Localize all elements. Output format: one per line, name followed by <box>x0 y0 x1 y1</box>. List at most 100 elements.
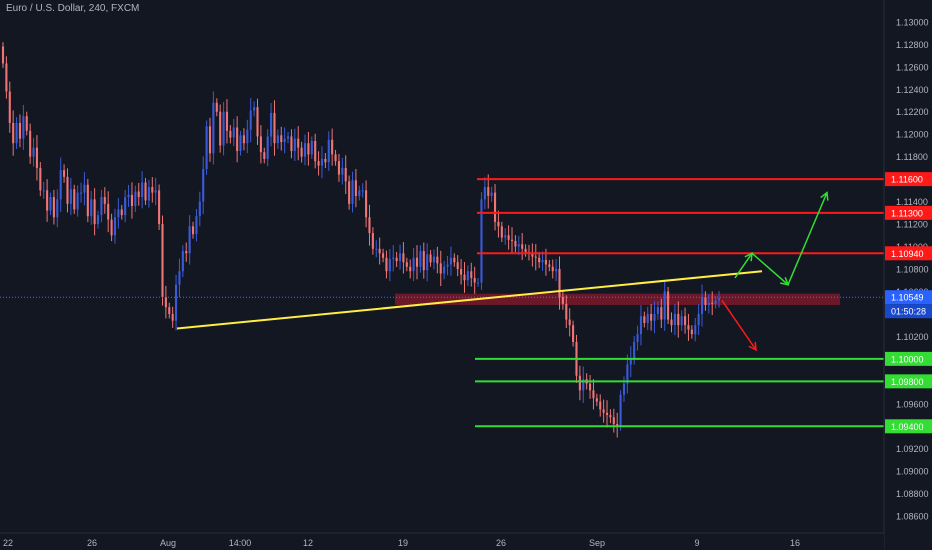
candle[interactable] <box>354 169 357 208</box>
candle[interactable] <box>490 186 493 202</box>
candle[interactable] <box>185 242 188 262</box>
candle[interactable] <box>22 104 25 150</box>
candle[interactable] <box>15 117 18 150</box>
candle[interactable] <box>107 191 110 233</box>
candle[interactable] <box>127 184 130 207</box>
candle[interactable] <box>46 179 49 222</box>
candle[interactable] <box>130 182 133 219</box>
candle[interactable] <box>443 260 446 280</box>
candle[interactable] <box>538 251 541 269</box>
candle[interactable] <box>266 129 269 167</box>
candle[interactable] <box>327 131 330 171</box>
candle[interactable] <box>449 246 452 276</box>
candle[interactable] <box>293 128 296 161</box>
candle[interactable] <box>636 325 639 351</box>
candle[interactable] <box>351 171 354 213</box>
candle[interactable] <box>256 98 259 145</box>
candle[interactable] <box>229 124 232 144</box>
candle[interactable] <box>225 99 229 144</box>
candle[interactable] <box>358 185 361 201</box>
candle[interactable] <box>463 262 466 293</box>
candle[interactable] <box>595 393 598 407</box>
candle[interactable] <box>717 291 721 308</box>
candle[interactable] <box>12 110 15 156</box>
candle[interactable] <box>63 164 66 183</box>
candle[interactable] <box>79 182 83 203</box>
candle[interactable] <box>524 244 527 257</box>
candle[interactable] <box>215 98 218 117</box>
candle[interactable] <box>286 131 290 144</box>
candle[interactable] <box>365 180 368 228</box>
candle[interactable] <box>29 123 32 164</box>
candle[interactable] <box>222 101 225 156</box>
candle[interactable] <box>605 400 609 428</box>
candle[interactable] <box>59 157 62 212</box>
candle[interactable] <box>684 307 687 334</box>
candle[interactable] <box>290 129 293 159</box>
candle[interactable] <box>687 313 690 341</box>
candle[interactable] <box>110 213 113 242</box>
candle[interactable] <box>331 128 334 166</box>
candle[interactable] <box>181 245 184 278</box>
candle[interactable] <box>402 242 405 274</box>
candle[interactable] <box>147 179 150 208</box>
candle[interactable] <box>432 249 436 270</box>
candle[interactable] <box>531 243 534 267</box>
candle[interactable] <box>90 190 93 225</box>
candle[interactable] <box>219 104 222 153</box>
candle[interactable] <box>103 187 106 214</box>
candle[interactable] <box>198 191 201 227</box>
candle[interactable] <box>646 306 649 331</box>
candle[interactable] <box>697 304 700 336</box>
candle[interactable] <box>120 204 123 220</box>
candle[interactable] <box>117 198 120 229</box>
candle[interactable] <box>86 178 89 223</box>
candle[interactable] <box>412 247 415 282</box>
candle[interactable] <box>239 130 242 156</box>
candle[interactable] <box>69 178 72 216</box>
candle[interactable] <box>534 244 537 271</box>
candle[interactable] <box>480 192 483 290</box>
candle[interactable] <box>161 215 164 306</box>
candle[interactable] <box>633 336 636 365</box>
candle[interactable] <box>670 312 673 333</box>
candle[interactable] <box>66 168 69 213</box>
candle[interactable] <box>382 248 385 263</box>
candle[interactable] <box>25 111 28 136</box>
candle[interactable] <box>568 308 571 337</box>
candle[interactable] <box>589 375 592 399</box>
candle[interactable] <box>602 399 605 423</box>
trendline[interactable] <box>176 270 763 330</box>
candle[interactable] <box>388 249 391 282</box>
candle[interactable] <box>514 235 517 253</box>
candle[interactable] <box>18 114 22 148</box>
candle[interactable] <box>320 146 324 179</box>
candle[interactable] <box>551 259 554 279</box>
candle[interactable] <box>626 354 629 394</box>
candle[interactable] <box>32 137 35 167</box>
candle[interactable] <box>49 192 52 216</box>
candle[interactable] <box>477 277 480 287</box>
candle[interactable] <box>35 135 38 181</box>
candle[interactable] <box>93 188 96 236</box>
candle[interactable] <box>398 244 402 270</box>
candle[interactable] <box>1 42 5 68</box>
candle[interactable] <box>249 98 252 143</box>
candle[interactable] <box>599 394 602 417</box>
candle[interactable] <box>470 262 473 287</box>
candle[interactable] <box>113 208 117 244</box>
candle[interactable] <box>300 141 303 163</box>
candle[interactable] <box>629 346 632 378</box>
candle[interactable] <box>73 184 76 214</box>
candle[interactable] <box>456 255 459 277</box>
candle[interactable] <box>202 156 205 215</box>
candle[interactable] <box>307 131 310 166</box>
candle[interactable] <box>83 172 86 206</box>
candle[interactable] <box>639 304 643 346</box>
candle[interactable] <box>422 242 425 279</box>
candle[interactable] <box>650 304 653 331</box>
candle[interactable] <box>276 129 279 150</box>
candle[interactable] <box>317 151 320 176</box>
candle[interactable] <box>572 320 575 347</box>
